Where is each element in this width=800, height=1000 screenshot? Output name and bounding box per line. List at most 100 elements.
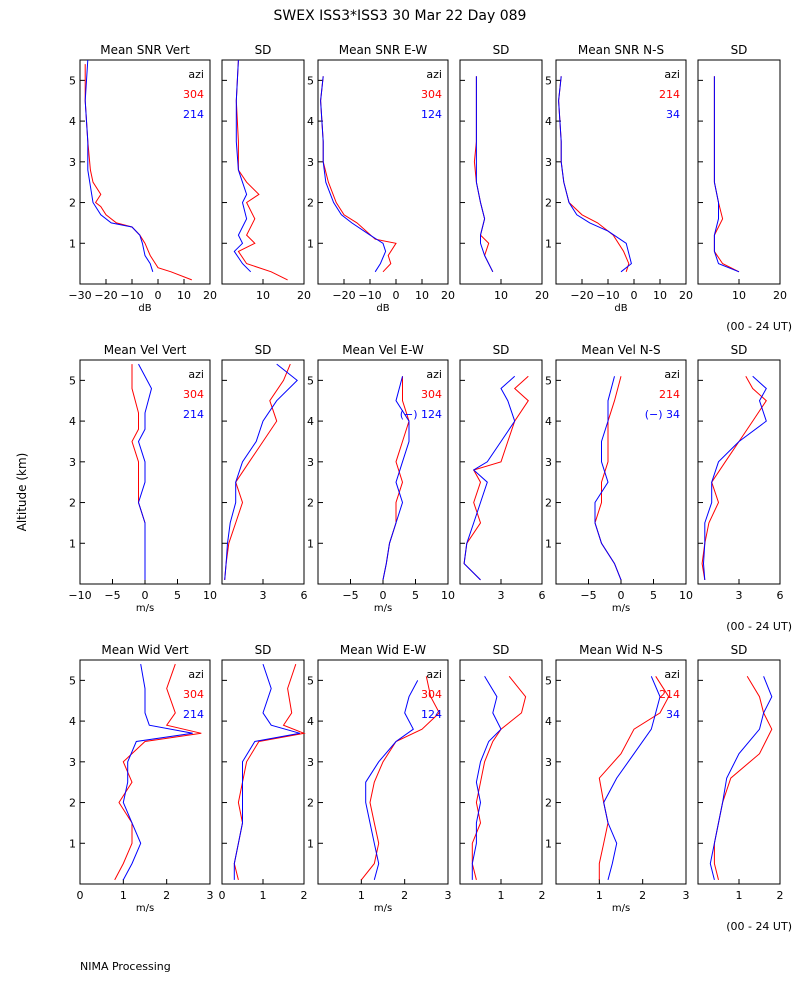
- legend-entry: 304: [183, 388, 204, 401]
- series-line-blue: [122, 664, 193, 881]
- y-tick-label: 5: [69, 674, 76, 687]
- series-line-red: [713, 676, 773, 881]
- legend-header: azi: [188, 668, 204, 681]
- y-tick-label: 1: [545, 237, 552, 250]
- panel-frame: [459, 359, 543, 585]
- panel-title: Mean Wid N-S: [579, 643, 663, 657]
- series-line-red: [713, 76, 740, 273]
- y-axis-label: Altitude (km): [15, 453, 29, 532]
- x-tick-label: −10: [358, 289, 381, 302]
- x-tick-label: 2: [777, 889, 784, 902]
- legend-entry: 214: [659, 388, 680, 401]
- x-tick-label: 6: [301, 589, 308, 602]
- series-line-red: [131, 364, 146, 580]
- y-tick-label: 1: [307, 237, 314, 250]
- x-tick-label: −20: [94, 289, 117, 302]
- x-tick-label: 0: [631, 289, 638, 302]
- legend-entry: 214: [659, 88, 680, 101]
- x-axis-label: dB: [614, 303, 627, 314]
- series-line-blue: [475, 76, 494, 273]
- x-tick-label: 2: [639, 889, 646, 902]
- legend-entry: (−) 124: [400, 408, 442, 421]
- series-line-blue: [713, 76, 740, 273]
- y-tick-label: 5: [545, 674, 552, 687]
- y-tick-label: 1: [545, 837, 552, 850]
- figure-title: SWEX ISS3*ISS3 30 Mar 22 Day 089: [274, 8, 527, 24]
- y-tick-label: 2: [69, 497, 76, 510]
- legend-entry: 214: [183, 408, 204, 421]
- x-axis-label: m/s: [374, 903, 392, 914]
- panel-frame: [459, 59, 543, 285]
- legend-header: azi: [426, 368, 442, 381]
- x-tick-label: −20: [332, 289, 355, 302]
- panel-frame: [555, 659, 687, 885]
- legend-entry: 304: [183, 88, 204, 101]
- panel-9: SD 3 6: [459, 343, 546, 602]
- y-tick-label: 3: [69, 156, 76, 169]
- legend-entry: 214: [183, 708, 204, 721]
- time-range-row-3: (00 - 24 UT): [726, 920, 792, 933]
- y-tick-label: 4: [69, 715, 76, 728]
- y-tick-label: 5: [307, 74, 314, 87]
- y-tick-label: 2: [545, 497, 552, 510]
- legend-header: azi: [188, 68, 204, 81]
- y-tick-label: 4: [69, 115, 76, 128]
- x-tick-label: −5: [580, 589, 596, 602]
- y-tick-label: 5: [307, 674, 314, 687]
- time-range-row-1: (00 - 24 UT): [726, 320, 792, 333]
- y-tick-label: 3: [69, 756, 76, 769]
- panel-title: Mean Vel Vert: [104, 343, 187, 357]
- x-tick-label: 10: [256, 289, 270, 302]
- panel-frame: [317, 659, 449, 885]
- x-tick-label: 1: [596, 889, 603, 902]
- y-tick-label: 1: [69, 237, 76, 250]
- panel-title: Mean SNR Vert: [100, 43, 190, 57]
- x-tick-label: 0: [393, 289, 400, 302]
- legend-header: azi: [188, 368, 204, 381]
- x-axis-label: dB: [376, 303, 389, 314]
- legend-header: azi: [664, 368, 680, 381]
- panel-frame: [221, 659, 305, 885]
- series-line-red: [233, 663, 306, 881]
- x-tick-label: 2: [539, 889, 546, 902]
- y-tick-label: 3: [69, 456, 76, 469]
- series-line-blue: [603, 676, 661, 881]
- panel-frame: [221, 359, 305, 585]
- panel-title: Mean SNR N-S: [578, 43, 664, 57]
- series-line-blue: [463, 375, 516, 581]
- panel-title: SD: [493, 343, 510, 357]
- footer-processing: NIMA Processing: [80, 960, 171, 973]
- y-tick-label: 2: [69, 197, 76, 210]
- series-line-red: [235, 59, 288, 281]
- panel-3: SD 10 20: [459, 43, 549, 302]
- series-line-red: [84, 64, 192, 281]
- x-tick-label: 0: [219, 889, 226, 902]
- panel-frame: [697, 59, 781, 285]
- series-line-red: [382, 376, 410, 580]
- panel-12: Mean Wid Vert 0 1 2 3 1 2 3 4 5 m/s azi 304 214: [69, 643, 214, 914]
- x-tick-label: 20: [297, 289, 311, 302]
- legend-entry: 304: [421, 88, 442, 101]
- panels-container: Mean SNR Vert−30 −20 −10 0 10 2012345dBazi304…: [68, 43, 787, 914]
- x-tick-label: −20: [570, 289, 593, 302]
- y-tick-label: 3: [545, 756, 552, 769]
- legend-entry: 304: [421, 688, 442, 701]
- panel-title: Mean Wid Vert: [101, 643, 188, 657]
- x-axis-label: m/s: [612, 603, 630, 614]
- panel-2: Mean SNR E-W −20 −10 0 10 20 1 2 3 4 5 dB azi 304 124: [307, 43, 455, 314]
- y-tick-label: 1: [307, 837, 314, 850]
- panel-frame: [697, 659, 781, 885]
- y-tick-label: 5: [307, 374, 314, 387]
- legend-entry: 304: [183, 688, 204, 701]
- x-tick-label: −5: [104, 589, 120, 602]
- x-tick-label: 10: [494, 289, 508, 302]
- x-tick-label: 0: [380, 589, 387, 602]
- panel-frame: [697, 359, 781, 585]
- x-tick-label: 1: [498, 889, 505, 902]
- panel-6: Mean Vel Vert −10 −5 0 5 10 1 2 3 4 5 m/s azi 304 214: [68, 343, 217, 614]
- x-tick-label: 5: [174, 589, 181, 602]
- series-line-red: [224, 363, 291, 580]
- y-tick-label: 2: [307, 197, 314, 210]
- series-line-red: [360, 676, 440, 881]
